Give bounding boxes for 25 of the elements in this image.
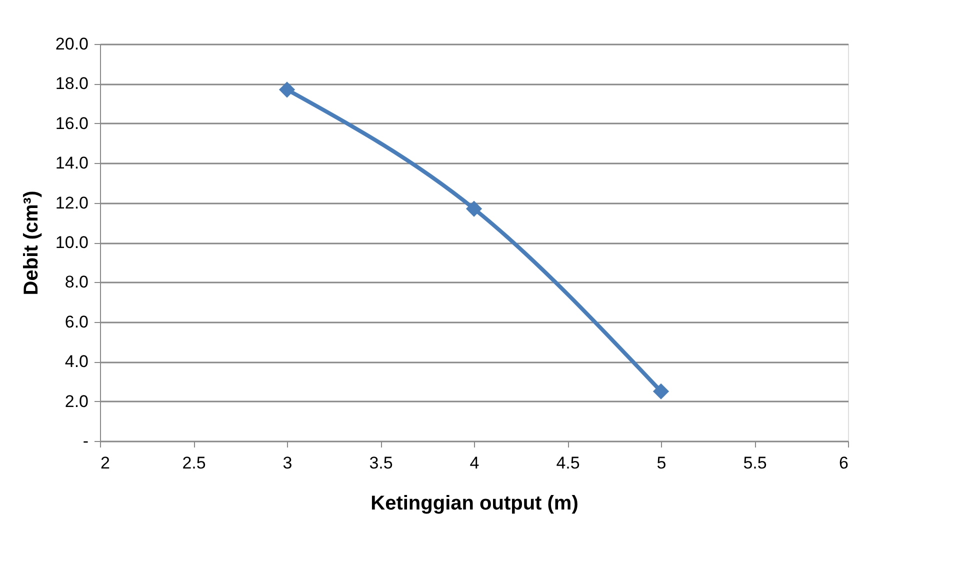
y-tick-label: 16.0 bbox=[55, 114, 88, 133]
y-tick-label: 10.0 bbox=[55, 233, 88, 252]
y-tick-label: - bbox=[82, 432, 88, 450]
x-tick-label: 3.5 bbox=[369, 454, 393, 472]
x-tick-label: 4 bbox=[470, 454, 480, 472]
y-tick-label: 18.0 bbox=[55, 74, 88, 94]
point bbox=[652, 383, 670, 400]
x-tick-label: 5 bbox=[656, 454, 666, 472]
y-axis-title: Debit (cm³) bbox=[20, 190, 42, 296]
x-tick-label: 2.5 bbox=[182, 454, 206, 472]
y-tick-label: 8.0 bbox=[64, 272, 88, 292]
point bbox=[466, 200, 482, 217]
x-axis-title: Ketinggian output (m) bbox=[370, 492, 578, 514]
y-tick-label: 14.0 bbox=[55, 154, 88, 173]
x-tick-label: 2 bbox=[100, 454, 110, 472]
x-tick-label: 6 bbox=[839, 454, 848, 472]
point bbox=[278, 82, 296, 98]
x-tick-label: 3 bbox=[282, 454, 292, 472]
y-tick-label: 6.0 bbox=[64, 312, 88, 332]
y-tick-label: 2.0 bbox=[64, 392, 88, 411]
y-tick-label: 20.0 bbox=[55, 34, 88, 54]
y-tick-label: 12.0 bbox=[55, 193, 88, 212]
x-tick-label: 4.5 bbox=[556, 454, 580, 472]
y-tick-label: 4.0 bbox=[64, 352, 88, 372]
x-tick-label: 5.5 bbox=[743, 454, 767, 472]
